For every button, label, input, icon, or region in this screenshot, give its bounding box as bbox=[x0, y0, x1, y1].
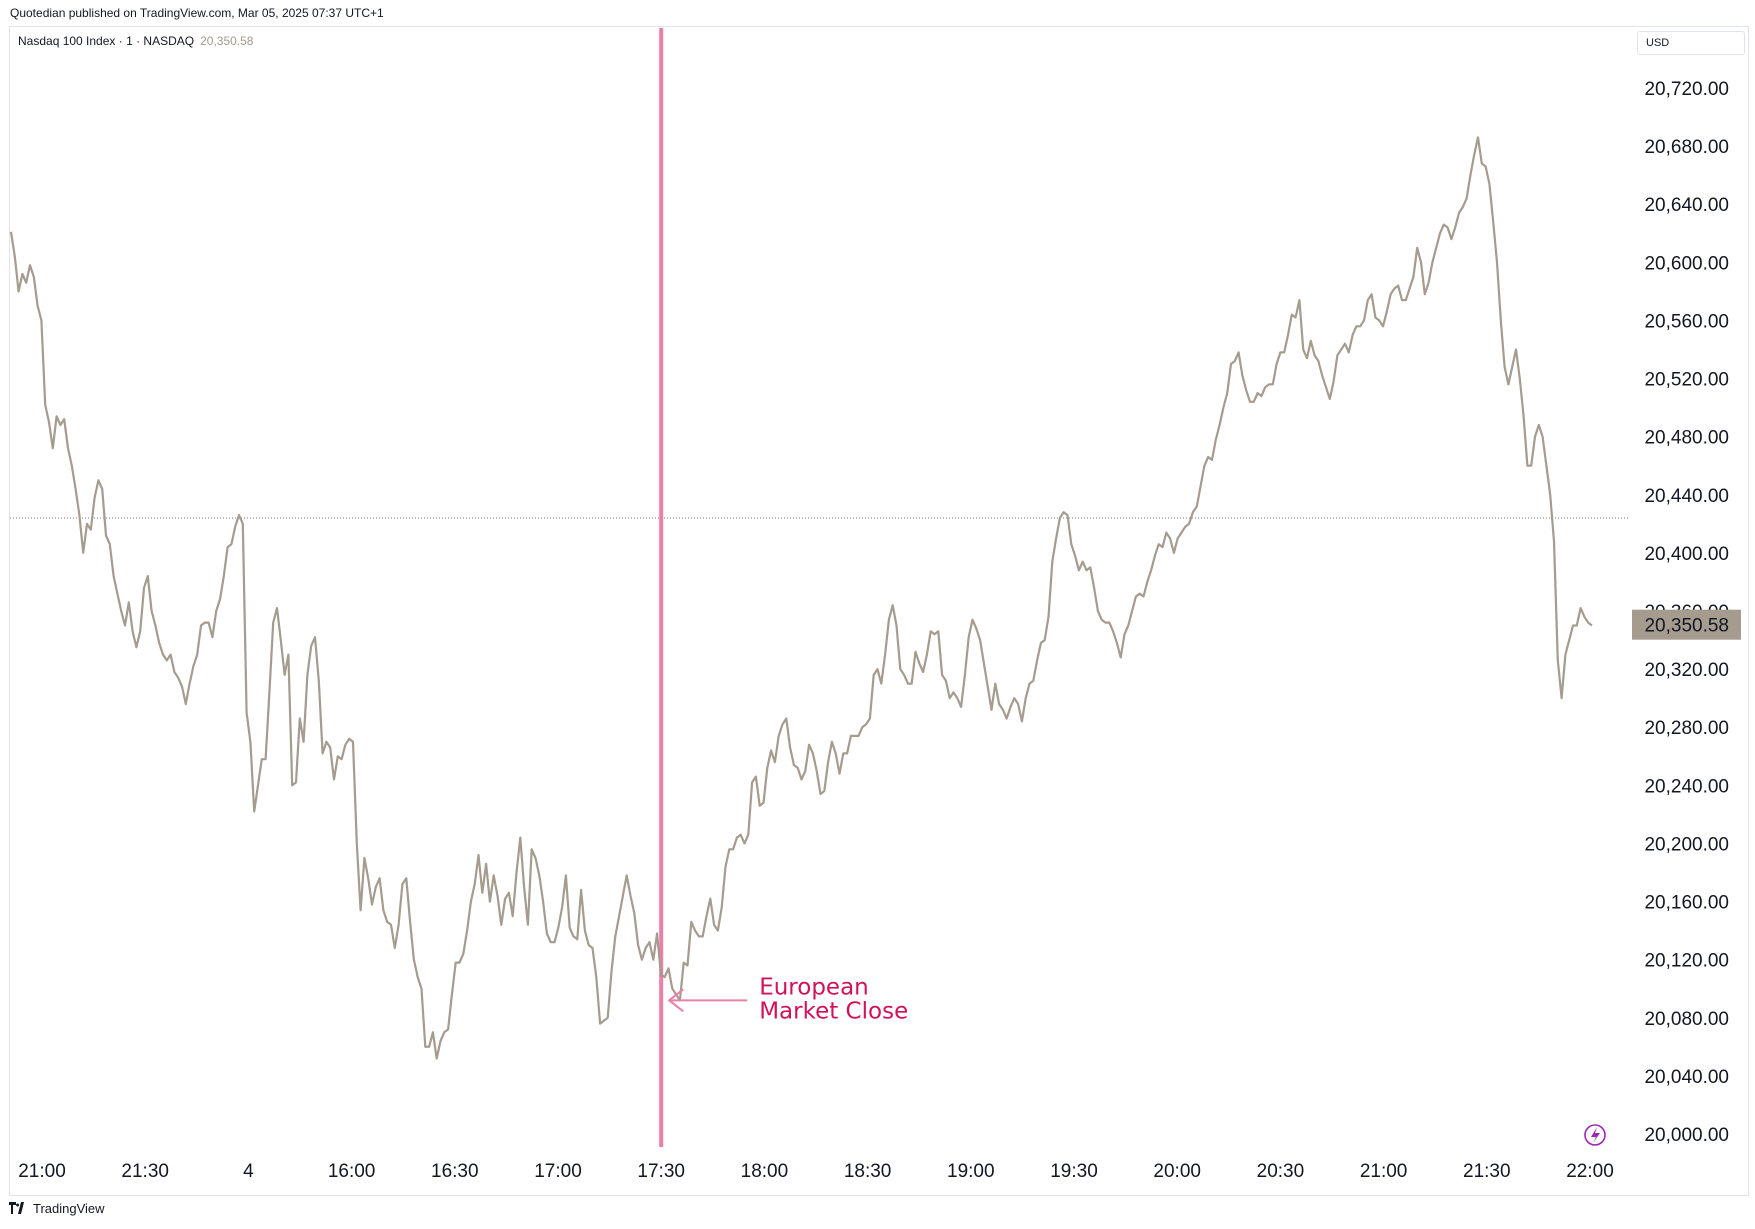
y-tick-label: 20,720.00 bbox=[1644, 79, 1729, 100]
chart-frame bbox=[9, 26, 1749, 1196]
legend-last-value: 20,350.58 bbox=[200, 34, 254, 48]
symbol-legend[interactable]: Nasdaq 100 Index · 1 · NASDAQ 20,350.58 bbox=[18, 34, 253, 48]
x-tick-label: 20:30 bbox=[1257, 1161, 1305, 1182]
y-tick-label: 20,040.00 bbox=[1644, 1067, 1729, 1088]
x-tick-label: 16:00 bbox=[328, 1161, 376, 1182]
brand-name: TradingView bbox=[33, 1201, 105, 1216]
y-tick-label: 20,440.00 bbox=[1644, 486, 1729, 507]
y-tick-label: 20,600.00 bbox=[1644, 253, 1729, 274]
y-tick-label: 20,120.00 bbox=[1644, 951, 1729, 972]
symbol-title[interactable]: Nasdaq 100 Index · 1 · NASDAQ bbox=[18, 34, 195, 48]
y-tick-label: 20,680.00 bbox=[1644, 137, 1729, 158]
y-tick-label: 20,280.00 bbox=[1644, 718, 1729, 739]
annotation-line-1: European bbox=[759, 974, 869, 1000]
x-tick-label: 16:30 bbox=[431, 1161, 479, 1182]
x-tick-label: 18:00 bbox=[741, 1161, 789, 1182]
x-tick-label: 21:30 bbox=[1463, 1161, 1511, 1182]
last-price-box bbox=[1632, 609, 1741, 640]
y-tick-label: 20,200.00 bbox=[1644, 834, 1729, 855]
y-tick-label: 20,240.00 bbox=[1644, 776, 1729, 797]
y-tick-label: 20,080.00 bbox=[1644, 1009, 1729, 1030]
last-price-label: 20,350.58 bbox=[1644, 616, 1729, 637]
annotation-line-2: Market Close bbox=[759, 998, 908, 1024]
y-tick-label: 20,000.00 bbox=[1644, 1125, 1729, 1146]
y-tick-label: 20,400.00 bbox=[1644, 544, 1729, 565]
y-tick-label: 20,480.00 bbox=[1644, 428, 1729, 449]
x-tick-label: 21:00 bbox=[18, 1161, 66, 1182]
x-tick-label: 4 bbox=[243, 1161, 254, 1182]
y-tick-label: 20,560.00 bbox=[1644, 311, 1729, 332]
x-tick-label: 18:30 bbox=[844, 1161, 892, 1182]
x-tick-label: 19:00 bbox=[947, 1161, 995, 1182]
price-line bbox=[9, 136, 1593, 1060]
published-caption: Quotedian published on TradingView.com, … bbox=[10, 6, 384, 20]
x-tick-label: 22:00 bbox=[1566, 1161, 1614, 1182]
x-tick-label: 21:30 bbox=[121, 1161, 169, 1182]
tradingview-logo-icon bbox=[9, 1201, 24, 1214]
x-tick-label: 19:30 bbox=[1050, 1161, 1098, 1182]
y-tick-label: 20,640.00 bbox=[1644, 195, 1729, 216]
tradingview-logo[interactable]: TradingView bbox=[9, 1201, 105, 1216]
x-tick-label: 17:00 bbox=[534, 1161, 582, 1182]
y-tick-label: 20,520.00 bbox=[1644, 370, 1729, 391]
x-tick-label: 17:30 bbox=[637, 1161, 685, 1182]
currency-button[interactable]: USD bbox=[1637, 31, 1745, 55]
annotation-arrow bbox=[667, 988, 748, 1013]
x-tick-label: 21:00 bbox=[1360, 1161, 1408, 1182]
y-tick-label: 20,160.00 bbox=[1644, 893, 1729, 914]
x-tick-label: 20:00 bbox=[1153, 1161, 1201, 1182]
flash-icon[interactable] bbox=[1584, 1124, 1606, 1146]
y-tick-label: 20,320.00 bbox=[1644, 660, 1729, 681]
